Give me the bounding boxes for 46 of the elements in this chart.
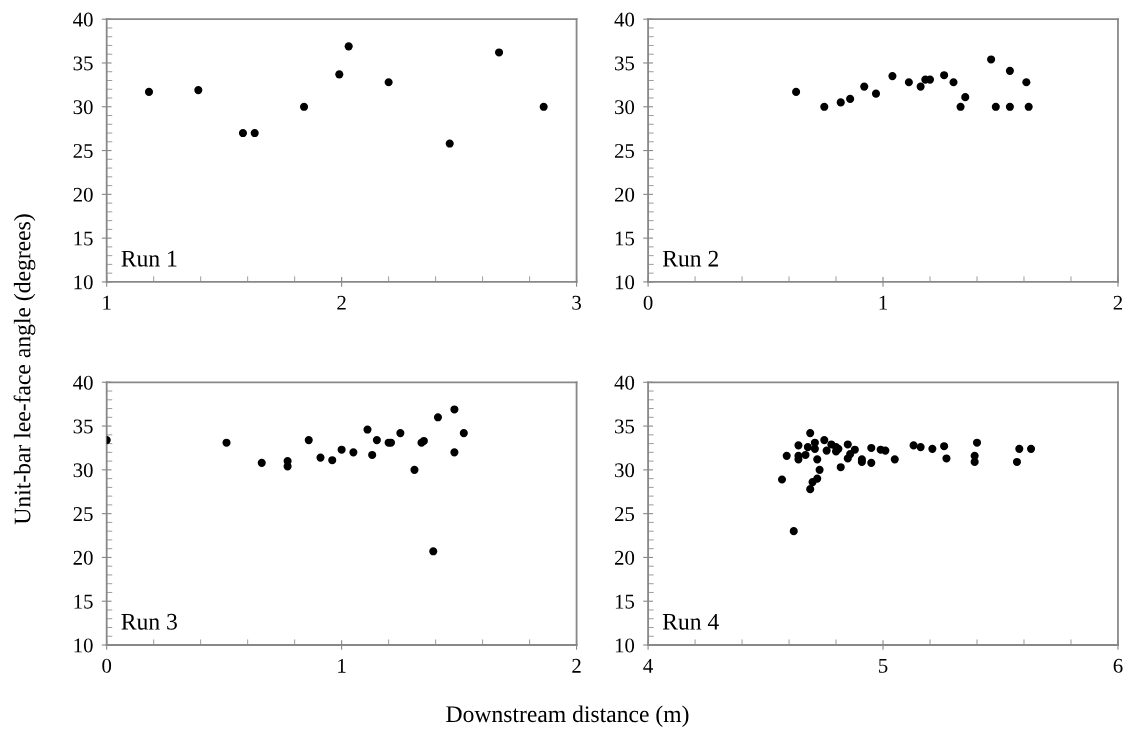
y-tick-label: 25 xyxy=(614,143,635,158)
x-tick-label: 2 xyxy=(337,295,346,310)
y-tick-label: 20 xyxy=(73,187,93,202)
y-tick-label: 40 xyxy=(73,12,93,27)
x-tick-label: 1 xyxy=(103,295,111,310)
x-tick-label: 6 xyxy=(1113,658,1123,673)
y-tick-label: 15 xyxy=(74,594,93,609)
y-tick-label: 35 xyxy=(73,419,93,434)
y-tick-label: 25 xyxy=(73,143,93,158)
x-tick-label: 1 xyxy=(879,295,887,310)
y-tick-label: 10 xyxy=(74,638,93,653)
x-axis-title: Downstream distance (m) xyxy=(446,705,689,727)
y-tick-label: 10 xyxy=(615,275,635,290)
x-tick-label: 2 xyxy=(1113,295,1123,310)
annotation: Run 1 xyxy=(121,250,177,267)
x-tick-label: 1 xyxy=(338,658,346,673)
y-tick-label: 30 xyxy=(73,100,93,115)
y-tick-label: 20 xyxy=(614,550,635,565)
annotation: Run 2 xyxy=(662,250,718,267)
y-tick-label: 15 xyxy=(74,231,93,246)
y-tick-label: 15 xyxy=(615,594,635,609)
y-tick-label: 35 xyxy=(615,419,635,434)
y-tick-label: 40 xyxy=(73,375,93,390)
y-tick-label: 25 xyxy=(614,507,635,522)
y-tick-label: 20 xyxy=(614,187,635,202)
y-tick-label: 15 xyxy=(615,231,635,246)
y-axis-title: Unit-bar lee-face angle (degrees) xyxy=(13,214,36,525)
x-tick-label: 4 xyxy=(643,658,653,673)
y-tick-label: 10 xyxy=(615,638,635,653)
y-tick-label: 20 xyxy=(73,550,93,565)
y-tick-label: 40 xyxy=(614,12,635,27)
y-tick-label: 40 xyxy=(614,375,635,390)
y-tick-label: 30 xyxy=(615,463,635,478)
y-tick-label: 30 xyxy=(615,100,635,115)
y-tick-label: 35 xyxy=(73,56,93,71)
x-tick-label: 2 xyxy=(572,658,581,673)
x-tick-label: 3 xyxy=(572,295,581,310)
x-tick-label: 5 xyxy=(879,659,888,673)
y-tick-label: 10 xyxy=(74,275,93,290)
y-tick-label: 25 xyxy=(73,507,93,522)
annotation: Run 4 xyxy=(662,613,719,630)
x-tick-label: 0 xyxy=(643,295,653,310)
x-tick-label: 0 xyxy=(102,658,112,673)
annotation: Run 3 xyxy=(121,613,177,630)
y-tick-label: 35 xyxy=(615,56,635,71)
y-tick-label: 30 xyxy=(73,463,93,478)
